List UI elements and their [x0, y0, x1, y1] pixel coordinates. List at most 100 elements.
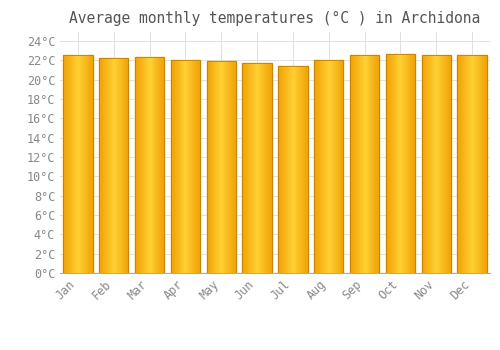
- Bar: [318, 61, 319, 273]
- Title: Average monthly temperatures (°C ) in Archidona: Average monthly temperatures (°C ) in Ar…: [70, 11, 480, 26]
- Bar: [320, 61, 321, 273]
- Bar: [392, 54, 394, 273]
- Bar: [284, 66, 285, 273]
- Bar: [253, 63, 254, 273]
- Bar: [353, 55, 354, 273]
- Bar: [406, 54, 408, 273]
- Bar: [300, 66, 301, 273]
- Bar: [268, 63, 269, 273]
- Bar: [480, 55, 481, 273]
- Bar: [221, 62, 222, 273]
- Bar: [212, 62, 214, 273]
- Bar: [216, 62, 218, 273]
- Bar: [225, 62, 226, 273]
- Bar: [77, 55, 78, 273]
- Bar: [362, 55, 364, 273]
- Bar: [424, 55, 426, 273]
- Bar: [270, 63, 271, 273]
- Bar: [350, 55, 380, 273]
- Bar: [430, 55, 432, 273]
- Bar: [251, 63, 252, 273]
- Bar: [458, 55, 460, 273]
- Bar: [324, 61, 325, 273]
- Bar: [287, 66, 288, 273]
- Bar: [135, 57, 164, 273]
- Bar: [476, 55, 477, 273]
- Bar: [75, 55, 76, 273]
- Bar: [152, 57, 154, 273]
- Bar: [317, 61, 318, 273]
- Bar: [354, 55, 355, 273]
- Bar: [206, 62, 208, 273]
- Bar: [116, 58, 117, 273]
- Bar: [294, 66, 295, 273]
- Bar: [295, 66, 296, 273]
- Bar: [150, 57, 152, 273]
- Bar: [83, 55, 84, 273]
- Bar: [230, 62, 231, 273]
- Bar: [334, 61, 336, 273]
- Bar: [350, 55, 351, 273]
- Bar: [244, 63, 246, 273]
- Bar: [279, 66, 280, 273]
- Bar: [252, 63, 253, 273]
- Bar: [449, 55, 450, 273]
- Bar: [85, 55, 86, 273]
- Bar: [174, 60, 176, 273]
- Bar: [299, 66, 300, 273]
- Bar: [269, 63, 270, 273]
- Bar: [471, 55, 472, 273]
- Bar: [469, 55, 470, 273]
- Bar: [288, 66, 289, 273]
- Bar: [314, 61, 315, 273]
- Bar: [80, 55, 81, 273]
- Bar: [67, 55, 68, 273]
- Bar: [342, 61, 344, 273]
- Bar: [254, 63, 255, 273]
- Bar: [458, 55, 487, 273]
- Bar: [76, 55, 77, 273]
- Bar: [99, 58, 100, 273]
- Bar: [66, 55, 67, 273]
- Bar: [332, 61, 334, 273]
- Bar: [465, 55, 466, 273]
- Bar: [255, 63, 256, 273]
- Bar: [103, 58, 104, 273]
- Bar: [372, 55, 374, 273]
- Bar: [249, 63, 250, 273]
- Bar: [481, 55, 482, 273]
- Bar: [444, 55, 445, 273]
- Bar: [72, 55, 73, 273]
- Bar: [136, 57, 137, 273]
- Bar: [170, 60, 200, 273]
- Bar: [258, 63, 259, 273]
- Bar: [278, 66, 279, 273]
- Bar: [422, 55, 451, 273]
- Bar: [68, 55, 69, 273]
- Bar: [100, 58, 101, 273]
- Bar: [160, 57, 162, 273]
- Bar: [242, 63, 272, 273]
- Bar: [124, 58, 126, 273]
- Bar: [396, 54, 398, 273]
- Bar: [370, 55, 372, 273]
- Bar: [440, 55, 441, 273]
- Bar: [186, 60, 188, 273]
- Bar: [170, 60, 172, 273]
- Bar: [330, 61, 332, 273]
- Bar: [285, 66, 286, 273]
- Bar: [352, 55, 353, 273]
- Bar: [289, 66, 290, 273]
- Bar: [358, 55, 360, 273]
- Bar: [197, 60, 198, 273]
- Bar: [233, 62, 234, 273]
- Bar: [432, 55, 434, 273]
- Bar: [278, 66, 308, 273]
- Bar: [467, 55, 468, 273]
- Bar: [234, 62, 235, 273]
- Bar: [292, 66, 293, 273]
- Bar: [114, 58, 116, 273]
- Bar: [329, 61, 330, 273]
- Bar: [192, 60, 194, 273]
- Bar: [477, 55, 478, 273]
